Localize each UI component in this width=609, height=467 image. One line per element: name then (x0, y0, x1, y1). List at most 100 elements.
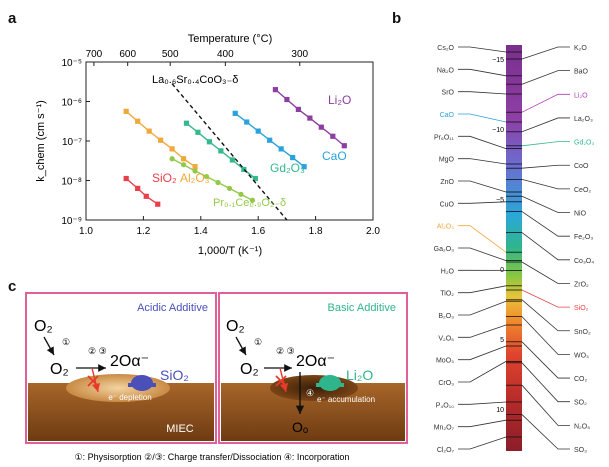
top-tick-label: 600 (119, 49, 136, 60)
x-tick-label: 1.0 (79, 226, 93, 237)
data-point (255, 128, 261, 134)
right-compound: SO₂ (506, 362, 587, 407)
data-point (341, 143, 347, 149)
x-tick-label: 1.6 (251, 226, 265, 237)
y-tick-label: 10⁻⁸ (61, 177, 82, 188)
data-point (307, 115, 313, 121)
leader-line (458, 285, 507, 294)
mechanism-legend: ①: Physisorption ②/③: Charge transfer/Di… (75, 452, 350, 462)
lattice-oxygen-label: Oₒ (292, 419, 308, 435)
leader-line (458, 113, 507, 123)
data-point (232, 110, 238, 116)
scale-tick-label: −15 (492, 57, 504, 64)
depletion-label: e⁻ depletion (108, 393, 151, 402)
compound-label: Pr₆O₁₁ (434, 134, 455, 141)
acidity-scale-bar (506, 45, 522, 451)
top-axis-label: Temperature (°C) (188, 33, 272, 45)
reference-line-label: La₀.₆Sr₀.₄CoO₃₋δ (152, 74, 238, 86)
x-axis-label: 1,000/T (K⁻¹) (198, 245, 262, 257)
miec-label: MIEC (166, 423, 194, 435)
panel-label-a: a (8, 10, 17, 27)
right-compound: La₂O₃ (506, 116, 593, 133)
leader-line (458, 436, 507, 450)
right-compound: WO₃ (506, 316, 589, 359)
li2o-particle-base (316, 383, 344, 387)
compound-label: Li₂O (574, 92, 588, 99)
data-point (244, 119, 250, 125)
compound-label: V₂O₅ (438, 335, 454, 342)
x-tick-label: 2.0 (366, 226, 380, 237)
compound-label: BaO (574, 69, 589, 76)
leader-line (521, 195, 570, 213)
leader-line (521, 211, 570, 237)
leader-line (521, 384, 570, 426)
y-tick-label: 10⁻⁵ (61, 58, 82, 69)
data-point (290, 154, 296, 161)
scale-tick-label: −5 (496, 197, 504, 204)
left-compound: Al₂O₃ (437, 224, 522, 253)
acidic-additive-title: Acidic Additive (137, 302, 208, 314)
data-point (146, 128, 152, 134)
right-compound: BaO (506, 69, 589, 85)
leader-line (458, 46, 507, 53)
x-tick-label: 1.8 (309, 226, 323, 237)
leader-line (458, 419, 507, 428)
series-label: Pr₀.₁Ce₀.₉O₂₋δ (213, 197, 286, 209)
right-compound: SiO₂ (506, 289, 589, 312)
left-compound: Na₂O (437, 67, 522, 77)
data-point (252, 175, 258, 182)
left-compound: CaO (440, 112, 522, 123)
left-compound: ZnO (440, 179, 522, 193)
leader-line (521, 261, 570, 284)
leader-line (458, 345, 507, 361)
right-compound: SO₃ (506, 414, 587, 454)
right-compound: K₂O (506, 45, 587, 60)
compound-label: Fe₂O₃ (574, 234, 593, 241)
compound-label: Mn₂O₇ (434, 425, 455, 432)
right-compound: Gd₂O₃ (506, 140, 595, 147)
right-compound: CO₂ (506, 341, 588, 383)
li2o-label: Li₂O (346, 367, 373, 383)
compound-label: CrO₃ (438, 380, 454, 387)
data-point (301, 164, 307, 170)
compound-label: Al₂O₃ (437, 224, 454, 231)
compound-label: SiO₂ (574, 305, 589, 312)
data-point (180, 156, 187, 162)
data-point (192, 168, 198, 174)
data-point (241, 166, 247, 173)
scale-tick-label: −10 (492, 127, 504, 134)
left-compound: H₂O (441, 268, 522, 275)
series-label: CaO (322, 149, 347, 163)
data-point (203, 173, 210, 180)
compound-label: Gd₂O₃ (574, 140, 595, 147)
leader-line (458, 201, 507, 204)
left-compound: TiO₂ (440, 285, 522, 298)
steps23-right: ② ③ (276, 346, 295, 356)
series-1 (123, 108, 198, 170)
leader-line (458, 158, 507, 165)
data-point (135, 185, 141, 191)
compound-label: MgO (439, 157, 455, 164)
leader-line (521, 93, 570, 113)
leader-line (458, 401, 507, 405)
left-compound: CuO (440, 201, 522, 208)
panel-c-schematic: Acidic Additive O₂ ① O₂ ② ③ 2Oα⁻ SiO₂ e⁻… (25, 292, 408, 462)
compound-label: Cs₂O (437, 45, 454, 52)
o2-gas-left: O₂ (34, 318, 53, 335)
leader-line (521, 232, 570, 261)
y-tick-label: 10⁻⁷ (62, 137, 82, 148)
left-compound: B₂O₃ (438, 300, 522, 320)
compound-label: TiO₂ (440, 291, 454, 298)
compound-label: Ga₂O₃ (434, 246, 455, 253)
compound-label: CO₂ (574, 376, 588, 383)
data-point (169, 146, 175, 152)
data-point (192, 164, 198, 170)
compound-label: CaO (440, 112, 455, 119)
compound-label: WO₃ (574, 352, 589, 359)
compound-label: SO₃ (574, 447, 587, 454)
leader-line (521, 362, 570, 403)
x-tick-label: 1.2 (136, 226, 150, 237)
leader-line (521, 179, 570, 190)
basic-additive-title: Basic Additive (328, 302, 396, 314)
leader-line (521, 289, 570, 308)
